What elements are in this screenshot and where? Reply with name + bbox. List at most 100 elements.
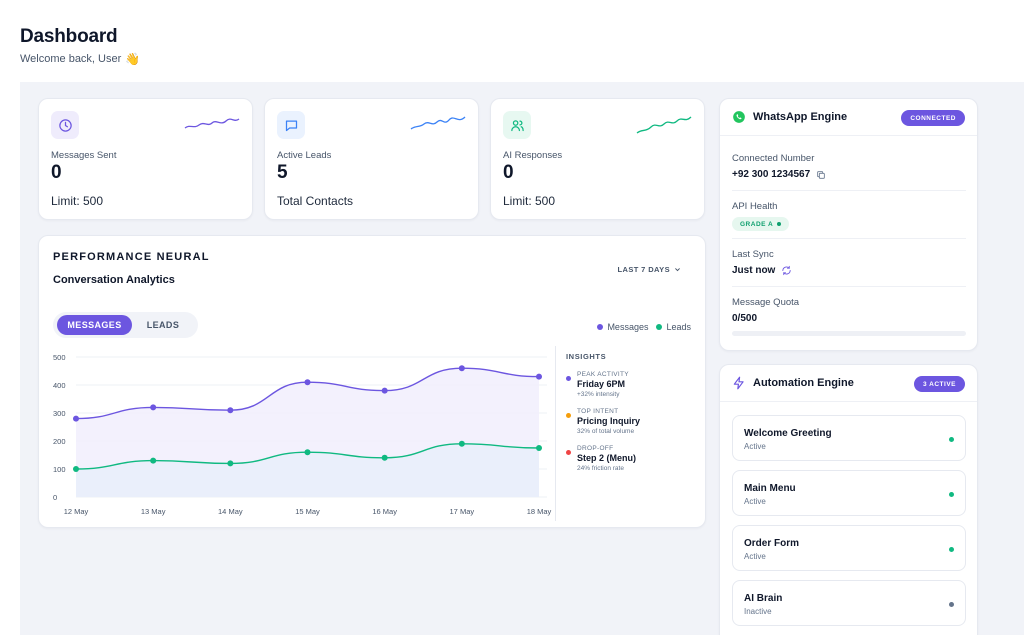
- stat-label: AI Responses: [503, 150, 563, 161]
- performance-card: PERFORMANCE NEURAL Conversation Analytic…: [38, 235, 706, 528]
- y-tick-label: 400: [53, 381, 66, 390]
- stat-label: Active Leads: [277, 150, 332, 161]
- flow-name: Order Form: [744, 538, 800, 549]
- active-count-badge: 3 ACTIVE: [913, 376, 965, 392]
- flow-status: Active: [744, 552, 766, 561]
- row-label: Connected Number: [732, 153, 815, 164]
- stat-card-active-leads: Active Leads 5 Total Contacts: [264, 98, 479, 220]
- data-point-leads: [536, 445, 542, 451]
- row-value: +92 300 1234567: [732, 169, 966, 180]
- performance-title: Conversation Analytics: [53, 274, 175, 286]
- x-tick-label: 12 May: [64, 507, 89, 516]
- divider: [732, 286, 966, 287]
- sync-time: Just now: [732, 265, 776, 276]
- flow-status: Active: [744, 497, 766, 506]
- tab-leads[interactable]: LEADS: [146, 320, 180, 330]
- data-point-leads: [381, 454, 388, 461]
- stat-footnote: Limit: 500: [51, 194, 104, 208]
- x-tick-label: 18 May: [527, 507, 552, 516]
- api-health-row: API Health GRADE A: [732, 201, 966, 231]
- automation-flow-item[interactable]: Main Menu Active: [732, 470, 966, 516]
- sparkline-icon: [636, 116, 692, 134]
- data-point-messages: [536, 373, 542, 380]
- data-point-leads: [150, 457, 157, 464]
- flow-name: AI Brain: [744, 593, 783, 604]
- x-tick-label: 16 May: [372, 507, 397, 516]
- divider: [732, 238, 966, 239]
- status-dot: [949, 602, 954, 607]
- tab-messages[interactable]: MESSAGES: [57, 315, 132, 335]
- stat-value: 0: [503, 162, 514, 183]
- divider: [732, 190, 966, 191]
- page-subtitle: Welcome back, User 👋: [20, 52, 140, 66]
- y-tick-label: 500: [53, 353, 66, 362]
- insight-value: Step 2 (Menu): [577, 453, 637, 463]
- refresh-icon[interactable]: [781, 265, 792, 276]
- row-label: Message Quota: [732, 297, 800, 308]
- stat-card-messages-sent: Messages Sent 0 Limit: 500: [38, 98, 253, 220]
- insights-title: INSIGHTS: [566, 352, 607, 361]
- chat-icon: [277, 111, 305, 139]
- connected-number-row: Connected Number +92 300 1234567: [732, 153, 966, 180]
- automation-flow-item[interactable]: Order Form Active: [732, 525, 966, 571]
- sparkline-icon: [184, 118, 240, 129]
- data-point-messages: [381, 387, 388, 394]
- data-point-messages: [227, 407, 234, 414]
- flow-name: Welcome Greeting: [744, 428, 832, 439]
- date-range-label: LAST 7 DAYS: [617, 265, 670, 274]
- insight-label: PEAK ACTIVITY: [577, 371, 629, 378]
- stat-value: 0: [51, 162, 62, 183]
- automation-flow-item[interactable]: AI Brain Inactive: [732, 580, 966, 626]
- insight-value: Pricing Inquiry: [577, 416, 641, 426]
- insight-label: TOP INTENT: [577, 408, 619, 415]
- data-point-messages: [304, 379, 311, 386]
- legend-dot: [656, 324, 663, 330]
- whatsapp-engine-card: WhatsApp Engine CONNECTED Connected Numb…: [719, 98, 978, 351]
- data-point-leads: [304, 449, 311, 456]
- insights-panel: INSIGHTS PEAK ACTIVITY Friday 6PM +32% i…: [555, 346, 695, 521]
- x-tick-label: 13 May: [141, 507, 166, 516]
- data-point-leads: [227, 460, 234, 467]
- row-value: Just now: [732, 265, 966, 276]
- conversation-chart: 0 100 200 300 400 500 12 May 13 May 14 May 15 May…: [53, 353, 552, 516]
- metric-toggle: MESSAGES LEADS: [53, 312, 198, 338]
- legend-label: Leads: [666, 322, 691, 332]
- flow-name: Main Menu: [744, 483, 796, 494]
- row-label: Last Sync: [732, 249, 774, 260]
- insight-item: TOP INTENT Pricing Inquiry 32% of total …: [566, 408, 695, 435]
- whatsapp-icon: [733, 111, 745, 123]
- card-title: WhatsApp Engine: [753, 111, 848, 123]
- row-label: API Health: [732, 201, 778, 212]
- date-range-dropdown[interactable]: LAST 7 DAYS: [618, 265, 681, 274]
- insight-label: DROP-OFF: [577, 445, 614, 452]
- stat-card-ai-responses: AI Responses 0 Limit: 500: [490, 98, 705, 220]
- lightning-icon: [733, 376, 744, 390]
- message-quota-row: Message Quota 0/500: [732, 297, 966, 336]
- automation-flow-item[interactable]: Welcome Greeting Active: [732, 415, 966, 461]
- clock-icon: [51, 111, 79, 139]
- insight-note: 32% of total volume: [577, 428, 635, 435]
- phone-number: +92 300 1234567: [732, 169, 811, 180]
- legend-label: Messages: [607, 322, 649, 332]
- x-tick-label: 14 May: [218, 507, 243, 516]
- status-dot: [949, 492, 954, 497]
- insight-dot: [566, 413, 571, 418]
- status-dot: [949, 547, 954, 552]
- x-tick-label: 17 May: [450, 507, 475, 516]
- legend-dot: [597, 324, 604, 330]
- quota-progress-bar: [732, 331, 966, 336]
- users-icon: [503, 111, 531, 139]
- data-point-messages: [73, 415, 79, 422]
- y-tick-label: 0: [53, 493, 57, 502]
- series-area-leads: [76, 443, 539, 497]
- chart-legend: Messages Leads: [597, 322, 691, 332]
- copy-icon[interactable]: [816, 170, 826, 180]
- grade-text: GRADE A: [740, 220, 774, 228]
- automation-engine-card: Automation Engine 3 ACTIVE Welcome Greet…: [719, 364, 978, 635]
- y-tick-label: 100: [53, 465, 66, 474]
- card-header: Automation Engine 3 ACTIVE: [720, 365, 977, 402]
- legend-item-messages: Messages: [597, 322, 648, 332]
- insight-dot: [566, 450, 571, 455]
- insight-item: PEAK ACTIVITY Friday 6PM +32% intensity: [566, 371, 695, 398]
- card-title: Automation Engine: [753, 377, 854, 389]
